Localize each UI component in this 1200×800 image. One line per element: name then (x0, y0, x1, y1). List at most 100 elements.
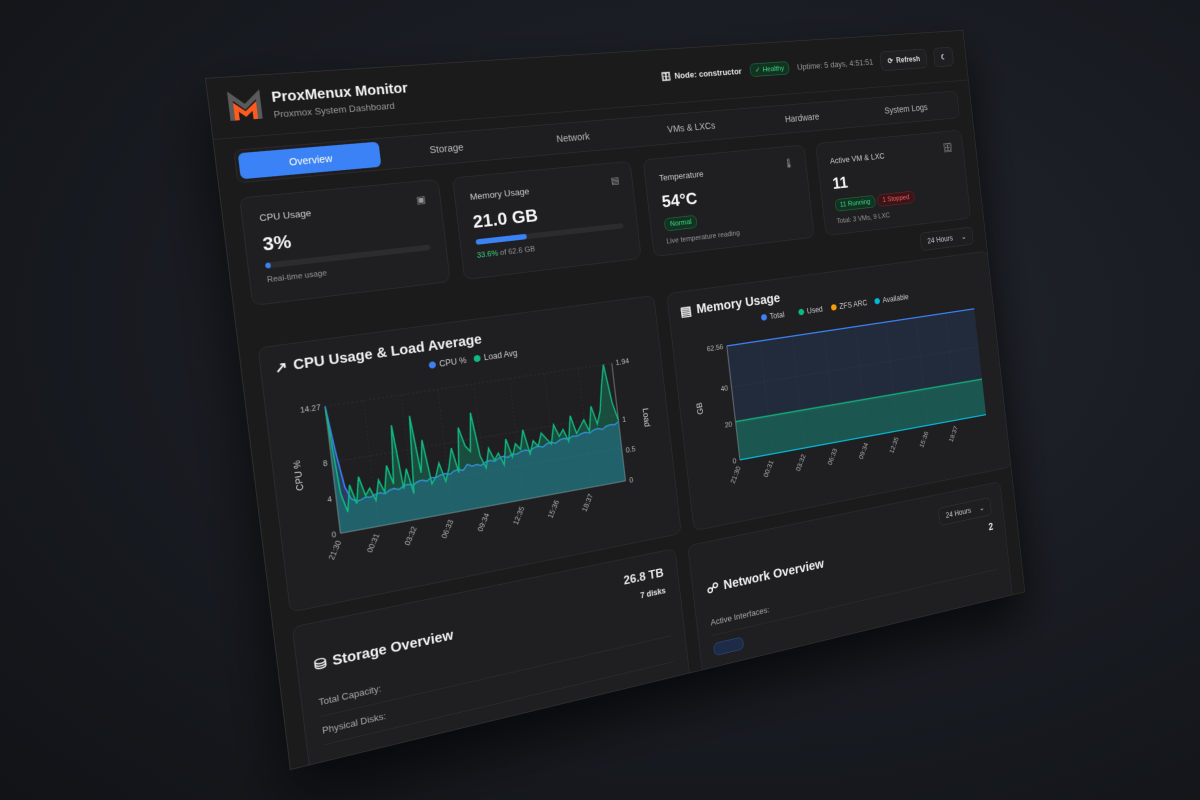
x-tick-label: 03:32 (794, 453, 807, 472)
x-tick-label: 06:33 (826, 447, 839, 466)
y-tick-label: 62.56 (706, 342, 724, 353)
vm-label: Active VM & LXC (829, 151, 886, 166)
refresh-button[interactable]: ⟳ Refresh (879, 48, 928, 71)
load-avg-area (325, 363, 626, 534)
legend-label: Total (769, 311, 784, 321)
x-tick-label: 00:31 (365, 532, 382, 554)
legend-label: ZFS ARC (839, 299, 868, 311)
legend-label: Load Avg (483, 349, 517, 362)
y2-axis-label: Load (640, 408, 651, 428)
refresh-label: Refresh (895, 54, 921, 65)
y-tick-label: 20 (724, 420, 732, 429)
memory-icon: ▤ (610, 174, 620, 186)
y-axis-label: CPU % (292, 459, 306, 491)
refresh-icon: ⟳ (887, 56, 894, 65)
legend-marker (760, 313, 768, 321)
cpu-chart-card: ↗ CPU Usage & Load Average 0 4 8 14.27 0 0.5 1 1… (257, 295, 682, 613)
storage-disks-value: 7 disks (639, 585, 667, 601)
y-tick-label: 0 (331, 530, 337, 540)
x-tick-label: 03:32 (402, 525, 418, 546)
health-badge: ✓ Healthy (749, 61, 790, 78)
x-tick-label: 09:34 (857, 441, 869, 460)
legend-marker (830, 303, 837, 311)
y-tick-label: 40 (720, 384, 728, 393)
x-tick-label: 21:30 (326, 539, 343, 561)
x-tick-label: 15:36 (546, 499, 561, 520)
memory-total-area (726, 308, 986, 460)
active-vm-card: 🗄 Active VM & LXC 11 11 Running 1 Stoppe… (815, 129, 971, 237)
thermometer-icon: 🌡 (783, 157, 795, 169)
memory-chart: 0 20 40 62.56 21:30 00:31 03:32 06:33 09:34 12:35… (695, 293, 1001, 485)
node-info: 🗄 Node: constructor (660, 66, 742, 82)
vm-count: 11 (831, 172, 849, 193)
chevron-down-icon: ⌄ (978, 503, 985, 513)
cpu-usage-card: ▣ CPU Usage 3% Real-time usage (239, 178, 451, 306)
y-tick-label: 4 (327, 494, 333, 504)
interface-badge (712, 636, 745, 657)
memory-chart-card: ▤ Memory Usage 0 20 40 62.56 21:30 00:31 03:32 0… (666, 250, 1012, 532)
x-tick-label: 09:34 (476, 512, 492, 533)
proxmenux-logo (226, 89, 264, 123)
x-tick-label: 18:37 (947, 425, 959, 443)
memory-total: of 62.6 GB (497, 245, 536, 258)
memory-icon: ▤ (679, 303, 693, 320)
y-axis-label: GB (695, 402, 705, 416)
legend-marker (473, 354, 481, 363)
tab-hardware[interactable]: Hardware (784, 111, 820, 125)
x-tick-label: 21:30 (729, 465, 742, 485)
memory-percent: 33.6% (476, 249, 499, 260)
uptime: Uptime: 5 days, 4:51:51 (796, 57, 874, 72)
moon-icon: ☾ (940, 52, 947, 62)
tab-storage[interactable]: Storage (428, 141, 465, 156)
x-tick-label: 00:31 (762, 459, 775, 478)
y2-tick-label: 1 (622, 415, 627, 424)
server-icon: 🗄 (660, 70, 672, 82)
hard-drive-icon: ⛁ (313, 655, 328, 674)
legend-marker (798, 308, 805, 316)
cpu-chart: 0 4 8 14.27 0 0.5 1 1.94 21:30 00:31 03:32 06:33 09:… (292, 349, 651, 561)
legend-marker (428, 361, 437, 369)
legend-label: CPU % (439, 356, 467, 369)
storage-capacity-value: 26.8 TB (622, 565, 665, 588)
node-label: Node: constructor (673, 66, 743, 81)
y-tick-label: 14.27 (300, 403, 322, 415)
x-tick-label: 15:36 (918, 430, 930, 449)
tab-vms-lxcs[interactable]: VMs & LXCs (666, 120, 716, 135)
memory-usage-card: ▤ Memory Usage 21.0 GB 33.6% of 62.6 GB (451, 160, 642, 281)
trending-up-icon: ↗ (273, 359, 289, 377)
check-circle-icon: ✓ (754, 66, 761, 75)
cpu-percent-area (325, 363, 626, 534)
theme-toggle-button[interactable]: ☾ (932, 46, 955, 67)
network-time-range-value: 24 Hours (945, 506, 972, 520)
server-icon: 🗄 (942, 142, 953, 153)
tab-system-logs[interactable]: System Logs (884, 102, 929, 116)
time-range-select[interactable]: 24 Hours ⌄ (919, 226, 974, 252)
chevron-down-icon: ⌄ (960, 232, 967, 242)
y-tick-label: 8 (322, 458, 328, 468)
y2-tick-label: 0 (629, 475, 634, 484)
physical-disks-label: Physical Disks: (321, 710, 387, 736)
time-range-value: 24 Hours (926, 233, 954, 246)
legend-label: Available (882, 293, 909, 304)
x-tick-label: 12:35 (511, 505, 526, 526)
y2-tick-label: 0.5 (625, 444, 636, 454)
legend-marker (874, 297, 881, 305)
legend-label: Used (807, 305, 824, 315)
x-tick-label: 06:33 (439, 518, 455, 539)
temperature-status-badge: Normal (663, 214, 698, 232)
y-tick-label: 0 (732, 457, 737, 466)
cpu-icon: ▣ (415, 193, 427, 206)
tab-network[interactable]: Network (555, 130, 591, 145)
app-window: ProxMenux Monitor Proxmox System Dashboar… (205, 30, 1026, 771)
tab-overview[interactable]: Overview (237, 141, 382, 180)
network-icon: ☍ (705, 580, 720, 597)
active-interfaces-label: Active Interfaces: (710, 604, 770, 628)
temperature-card: 🌡 Temperature 54°C Normal Live temperatu… (642, 144, 815, 257)
network-interface-count: 2 (988, 521, 994, 533)
stopped-badge: 1 Stopped (877, 190, 915, 207)
y2-tick-label: 1.94 (615, 357, 630, 367)
x-tick-label: 18:37 (580, 492, 595, 512)
running-badge: 11 Running (834, 194, 876, 212)
health-text: Healthy (762, 64, 785, 74)
temperature-value: 54°C (660, 188, 699, 212)
